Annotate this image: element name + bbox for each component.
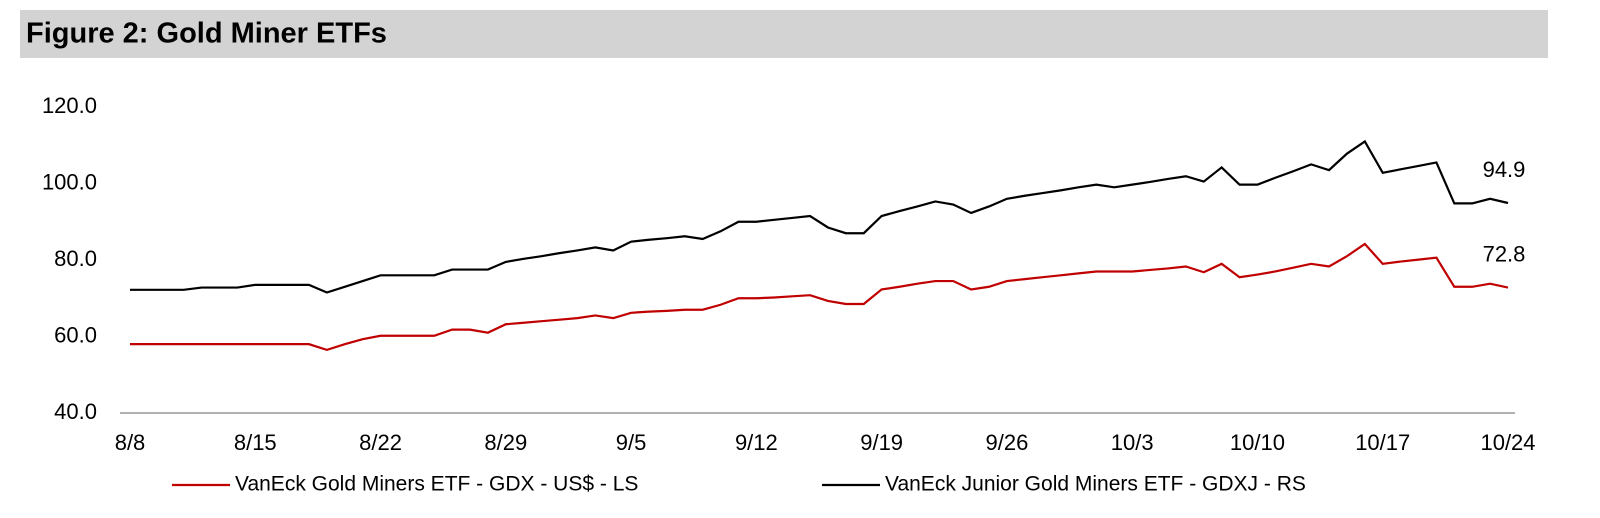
x-tick-label: 10/10 [1230, 430, 1285, 455]
y-tick-label: 40.0 [54, 399, 97, 424]
legend-label: VanEck Gold Miners ETF - GDX - US$ - LS [235, 473, 638, 496]
x-tick-label: 8/8 [115, 430, 146, 455]
x-tick-label: 8/22 [359, 430, 402, 455]
x-tick-label: 8/15 [234, 430, 277, 455]
y-tick-label: 80.0 [54, 246, 97, 271]
x-tick-label: 9/5 [616, 430, 647, 455]
series-line [130, 242, 1509, 352]
data-label: 94.9 [1483, 157, 1526, 182]
x-tick-label: 9/12 [735, 430, 778, 455]
x-tick-label: 10/3 [1111, 430, 1154, 455]
x-tick-label: 10/24 [1480, 430, 1535, 455]
chart-title: Figure 2: Gold Miner ETFs [26, 18, 387, 50]
x-tick-label: 9/26 [985, 430, 1028, 455]
data-label: 72.8 [1483, 241, 1526, 266]
title-bar [20, 10, 1548, 58]
x-tick-label: 8/29 [484, 430, 527, 455]
x-tick-label: 10/17 [1355, 430, 1410, 455]
legend-label: VanEck Junior Gold Miners ETF - GDXJ - R… [885, 473, 1306, 496]
series-line [130, 139, 1509, 294]
x-tick-label: 9/19 [860, 430, 903, 455]
y-tick-label: 100.0 [42, 169, 97, 194]
y-tick-label: 60.0 [54, 322, 97, 347]
y-tick-label: 120.0 [42, 93, 97, 118]
